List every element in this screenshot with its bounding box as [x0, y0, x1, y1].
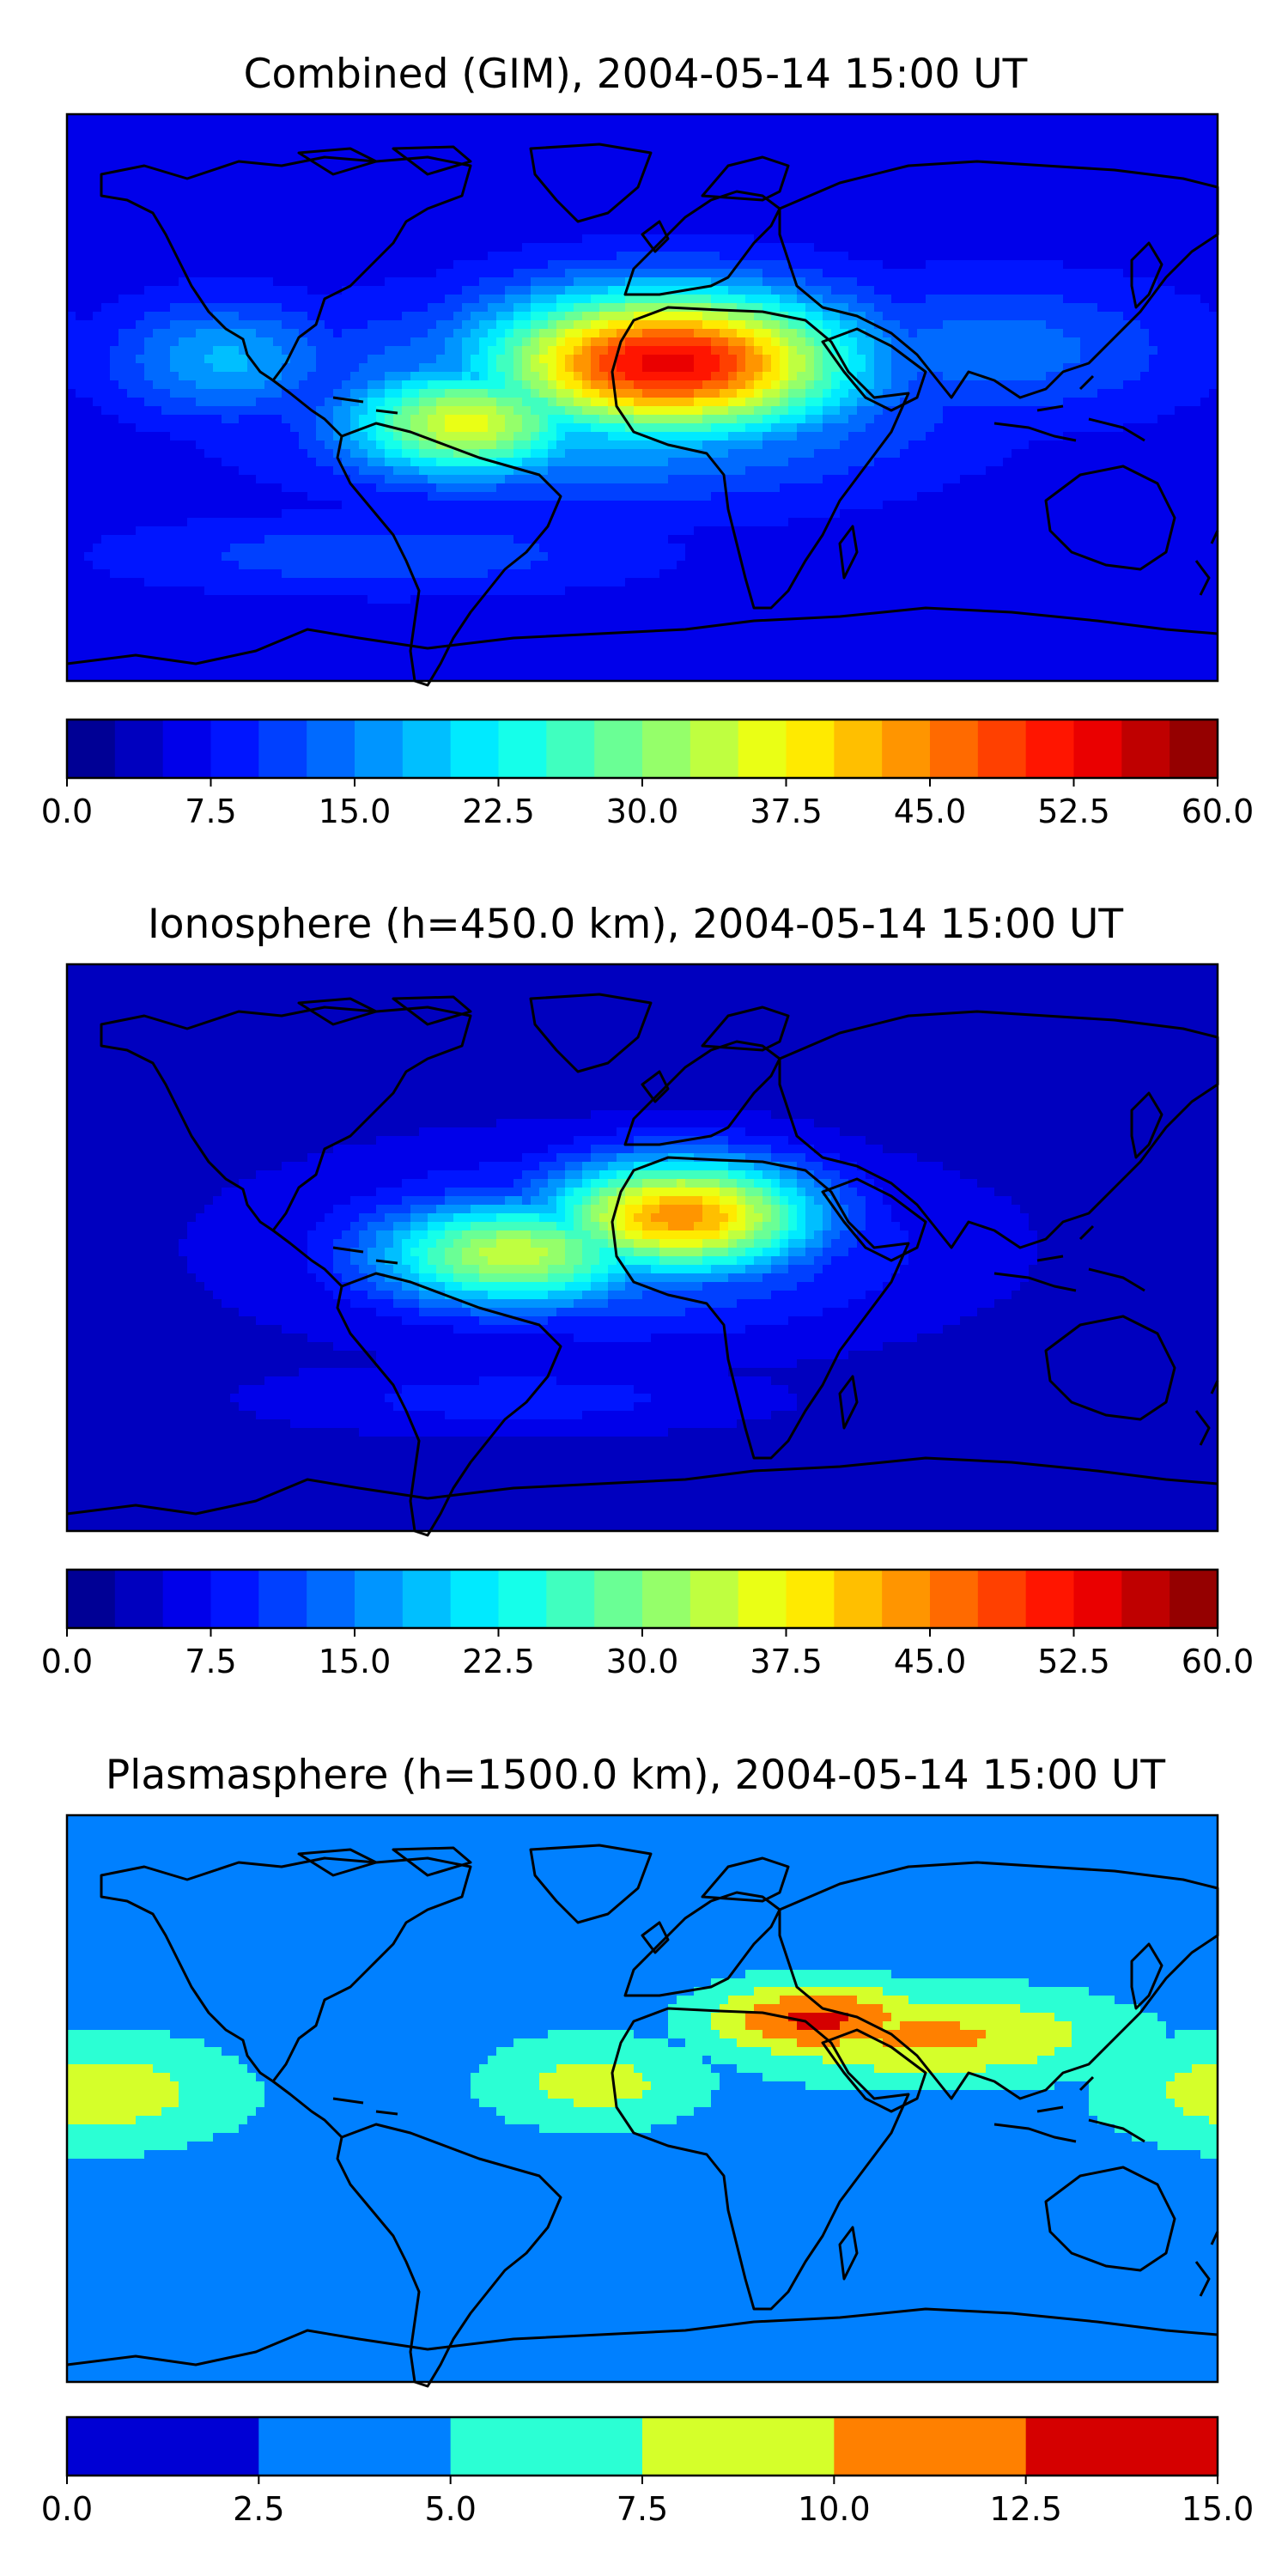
colorbar-segment — [258, 1570, 307, 1628]
colorbar-tick-label: 12.5 — [989, 2490, 1062, 2528]
colorbar-segment — [355, 1570, 404, 1628]
colorbar-segment — [930, 720, 979, 778]
colorbar-segment — [67, 2417, 259, 2476]
colorbar-segment — [594, 1570, 643, 1628]
colorbar-segment — [1025, 1570, 1074, 1628]
colorbar-tick-label: 7.5 — [185, 1643, 236, 1680]
colorbar-segment — [930, 1570, 979, 1628]
colorbar-tick-label: 0.0 — [41, 1643, 93, 1680]
colorbar-segment — [162, 1570, 211, 1628]
panel-title-combined: Combined (GIM), 2004-05-14 15:00 UT — [244, 51, 1028, 98]
colorbar-segment — [450, 1570, 499, 1628]
colorbar-tick-label: 30.0 — [606, 1643, 679, 1680]
colorbar-segment — [834, 1570, 883, 1628]
colorbar-segment — [210, 720, 259, 778]
colorbar-segment — [210, 1570, 259, 1628]
colorbar-segment — [738, 1570, 787, 1628]
colorbar-tick-label: 22.5 — [462, 793, 535, 830]
colorbar-segment — [786, 1570, 835, 1628]
colorbar-tick-label: 2.5 — [233, 2490, 284, 2528]
colorbar-segment — [67, 720, 116, 778]
colorbar-segment — [402, 1570, 452, 1628]
colorbar-tick-label: 10.0 — [798, 2490, 871, 2528]
colorbar-segment — [498, 1570, 547, 1628]
panel-plasmasphere: Plasmasphere (h=1500.0 km), 2004-05-14 1… — [41, 1752, 1255, 2528]
colorbar-tick-label: 7.5 — [185, 793, 236, 830]
map-frame-ionosphere — [65, 963, 1219, 1533]
colorbar-segment — [690, 720, 739, 778]
colorbar-segment — [738, 720, 787, 778]
colorbar-segment — [114, 1570, 164, 1628]
panel-title-ionosphere: Ionosphere (h=450.0 km), 2004-05-14 15:0… — [148, 901, 1123, 948]
colorbar-segment — [450, 720, 499, 778]
colorbar-segment — [1121, 1570, 1170, 1628]
colorbar-segment — [977, 720, 1027, 778]
colorbar-segment — [642, 1570, 691, 1628]
colorbar-ionosphere: 0.0 7.5 15.0 22.5 30.0 37.5 45.0 52.5 60.0 — [41, 1568, 1255, 1680]
colorbar-tick-label: 15.0 — [319, 793, 392, 830]
colorbar-segment — [67, 1570, 116, 1628]
colorbar-plasmasphere: 0.0 2.5 5.0 7.5 10.0 12.5 15.0 — [41, 2415, 1255, 2528]
colorbar-segment — [450, 2417, 643, 2476]
colorbar-segment — [1170, 1570, 1218, 1628]
colorbar-segment — [690, 1570, 739, 1628]
colorbar-segment — [258, 720, 307, 778]
colorbar-segment — [786, 720, 835, 778]
map-frame-plasmasphere — [65, 1814, 1219, 2384]
colorbar-tick-label: 15.0 — [1182, 2490, 1255, 2528]
colorbar-segment — [355, 720, 404, 778]
colorbar-tick-label: 37.5 — [750, 793, 823, 830]
colorbar-tick-label: 60.0 — [1182, 1643, 1255, 1680]
panel-title-plasmasphere: Plasmasphere (h=1500.0 km), 2004-05-14 1… — [106, 1752, 1165, 1799]
colorbar-tick-label: 45.0 — [894, 793, 967, 830]
panel-combined: Combined (GIM), 2004-05-14 15:00 UT 0.0 7… — [41, 51, 1255, 830]
colorbar-segment — [307, 1570, 355, 1628]
colorbar-tick-label: 30.0 — [606, 793, 679, 830]
colorbar-tick-label: 7.5 — [617, 2490, 668, 2528]
colorbar-segment — [1170, 720, 1218, 778]
colorbar-segment — [546, 1570, 595, 1628]
colorbar-segment — [882, 720, 931, 778]
colorbar-segment — [1073, 720, 1122, 778]
colorbar-tick-label: 22.5 — [462, 1643, 535, 1680]
colorbar-tick-label: 0.0 — [41, 793, 93, 830]
colorbar-segment — [977, 1570, 1027, 1628]
colorbar-segment — [546, 720, 595, 778]
colorbar-tick-label: 0.0 — [41, 2490, 93, 2528]
colorbar-segment — [307, 720, 355, 778]
colorbar-combined: 0.0 7.5 15.0 22.5 30.0 37.5 45.0 52.5 60.0 — [41, 718, 1255, 830]
colorbar-segment — [642, 720, 691, 778]
colorbar-segment — [114, 720, 164, 778]
colorbar-tick-label: 15.0 — [319, 1643, 392, 1680]
colorbar-segment — [1121, 720, 1170, 778]
map-combined — [67, 114, 1218, 681]
colorbar-tick-label: 37.5 — [750, 1643, 823, 1680]
colorbar-segment — [642, 2417, 835, 2476]
colorbar-segment — [1025, 720, 1074, 778]
colorbar-segment — [1025, 2417, 1218, 2476]
colorbar-segment — [882, 1570, 931, 1628]
colorbar-segment — [834, 720, 883, 778]
colorbar-tick-label: 45.0 — [894, 1643, 967, 1680]
map-plasmasphere — [67, 1815, 1218, 2382]
colorbar-tick-label: 5.0 — [424, 2490, 476, 2528]
panel-ionosphere: Ionosphere (h=450.0 km), 2004-05-14 15:0… — [41, 901, 1255, 1680]
colorbar-segment — [834, 2417, 1027, 2476]
colorbar-tick-label: 60.0 — [1182, 793, 1255, 830]
map-ionosphere — [67, 964, 1218, 1531]
colorbar-segment — [402, 720, 452, 778]
colorbar-segment — [258, 2417, 452, 2476]
colorbar-segment — [1073, 1570, 1122, 1628]
colorbar-segment — [498, 720, 547, 778]
colorbar-segment — [594, 720, 643, 778]
colorbar-tick-label: 52.5 — [1037, 1643, 1110, 1680]
map-frame-combined — [65, 112, 1219, 683]
colorbar-segment — [162, 720, 211, 778]
colorbar-tick-label: 52.5 — [1037, 793, 1110, 830]
